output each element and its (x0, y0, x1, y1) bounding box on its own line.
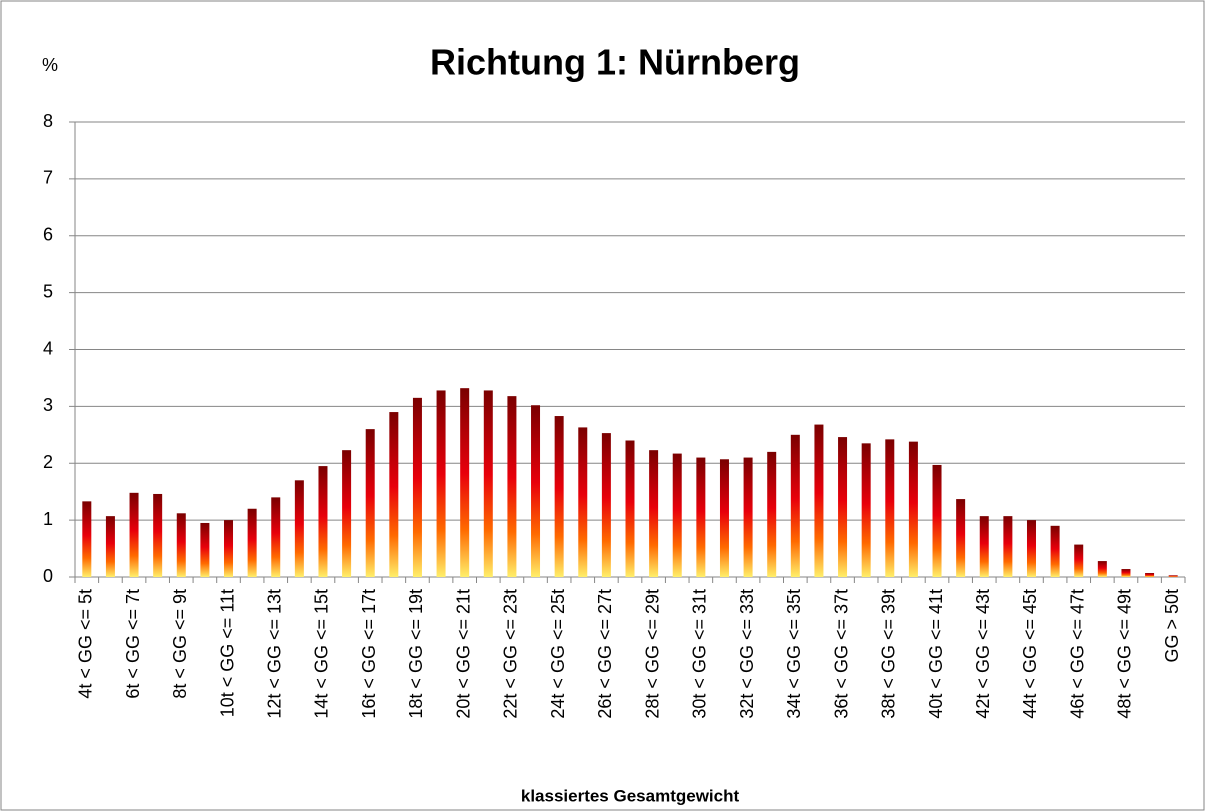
bar (129, 492, 139, 577)
bar (342, 450, 352, 577)
x-tick-label: 20t < GG <= 21t (453, 589, 473, 719)
bar (153, 493, 163, 577)
bar (1074, 544, 1084, 577)
x-tick-label: 26t < GG <= 27t (595, 589, 615, 719)
x-tick-label: 24t < GG <= 25t (548, 589, 568, 719)
bar (318, 466, 328, 577)
x-tick-label: 36t < GG <= 37t (831, 589, 851, 719)
bar (1145, 573, 1155, 577)
y-tick-label: 2 (43, 452, 53, 472)
x-tick-label: 4t < GG <= 5t (76, 589, 96, 699)
x-tick-label: 34t < GG <= 35t (784, 589, 804, 719)
x-tick-label: 42t < GG <= 43t (973, 589, 993, 719)
x-tick-label: 14t < GG <= 15t (312, 589, 332, 719)
bar (1026, 520, 1036, 577)
bar (554, 416, 564, 577)
bar (625, 440, 635, 577)
chart-title: Richtung 1: Nürnberg (430, 42, 800, 83)
y-tick-label: 4 (43, 338, 53, 358)
x-tick-label: 22t < GG <= 23t (501, 589, 521, 719)
bar (271, 497, 281, 577)
bar (294, 480, 304, 577)
bar (979, 516, 989, 577)
x-axis-label: klassiertes Gesamtgewicht (521, 786, 740, 805)
bar (861, 443, 871, 577)
y-tick-label: 6 (43, 225, 53, 245)
x-tick-label: 30t < GG <= 31t (690, 589, 710, 719)
bar (956, 499, 966, 577)
bar (1168, 575, 1178, 577)
bar (743, 457, 753, 577)
bar (719, 459, 729, 577)
x-tick-label: 46t < GG <= 47t (1067, 589, 1087, 719)
bar (389, 412, 399, 577)
y-tick-label: 3 (43, 395, 53, 415)
x-tick-label: 16t < GG <= 17t (359, 589, 379, 719)
bar (82, 501, 92, 577)
x-tick-label: 48t < GG <= 49t (1115, 589, 1135, 719)
x-tick-label: 8t < GG <= 9t (170, 589, 190, 699)
bar (932, 464, 942, 577)
bar (908, 441, 918, 577)
bar (483, 390, 493, 577)
y-axis-label: % (42, 55, 58, 75)
bar (1121, 569, 1131, 577)
x-tick-label: 28t < GG <= 29t (642, 589, 662, 719)
bar (436, 390, 446, 577)
bar (531, 405, 541, 577)
x-tick-label: 38t < GG <= 39t (879, 589, 899, 719)
bar (1003, 516, 1013, 577)
bar (365, 429, 375, 577)
x-tick-label: 6t < GG <= 7t (123, 589, 143, 699)
bar (885, 439, 895, 577)
bar (200, 522, 210, 577)
x-tick-label: 32t < GG <= 33t (737, 589, 757, 719)
bar (578, 427, 588, 577)
bar (507, 396, 517, 577)
x-tick-label: 10t < GG <= 11t (217, 589, 237, 717)
bar (412, 397, 422, 577)
bar (601, 433, 611, 577)
bar (460, 388, 470, 577)
bar (105, 516, 115, 577)
bar (838, 437, 848, 577)
y-tick-label: 8 (43, 111, 53, 131)
bar (247, 508, 257, 577)
bar (767, 451, 777, 577)
x-tick-label: 12t < GG <= 13t (264, 589, 284, 719)
y-tick-label: 5 (43, 281, 53, 301)
bar (672, 453, 682, 577)
bar (1097, 561, 1107, 577)
bar (696, 457, 706, 577)
bar (790, 434, 800, 577)
x-tick-label: GG > 50t (1162, 589, 1182, 663)
bar (1050, 525, 1060, 577)
x-tick-label: 44t < GG <= 45t (1020, 589, 1040, 719)
bar (224, 520, 234, 577)
bar (649, 450, 659, 577)
y-tick-label: 1 (43, 509, 53, 529)
bar (814, 424, 824, 577)
y-tick-label: 0 (43, 566, 53, 586)
y-tick-label: 7 (43, 168, 53, 188)
x-tick-label: 18t < GG <= 19t (406, 589, 426, 719)
x-tick-label: 40t < GG <= 41t (926, 589, 946, 719)
bar (176, 513, 186, 577)
